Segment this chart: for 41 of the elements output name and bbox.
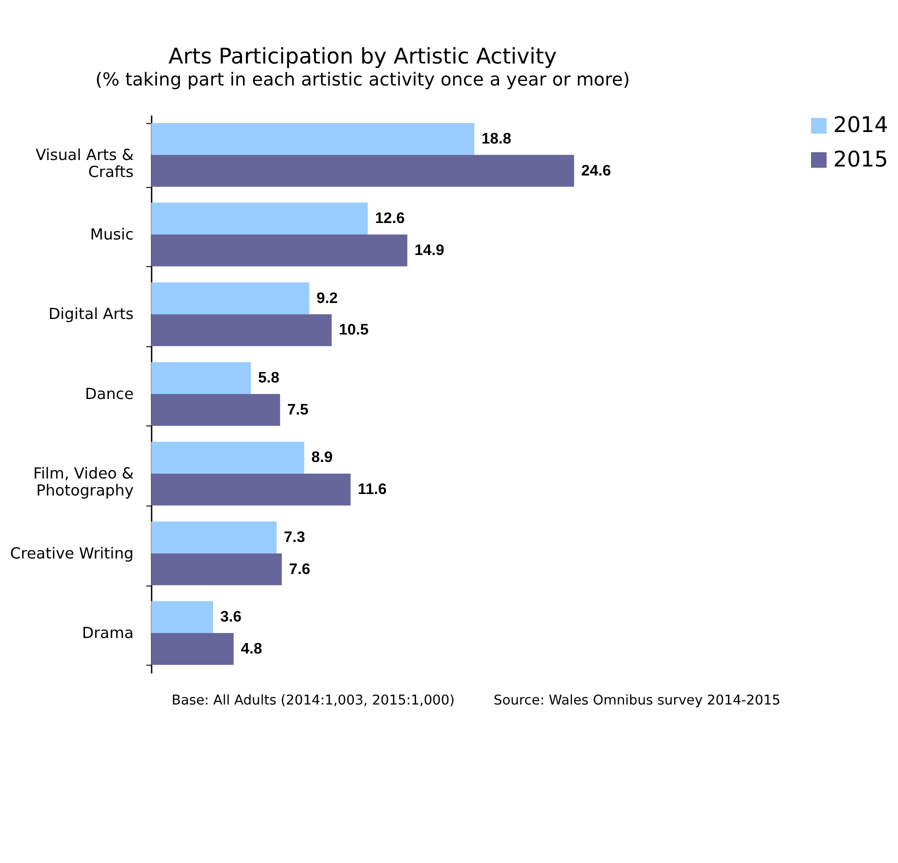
data-label: 7.3 (284, 528, 306, 546)
y-tick-label: Film, Video & Photography (33, 464, 134, 500)
bar (151, 394, 280, 426)
data-label: 7.5 (287, 401, 310, 418)
data-label: 7.6 (289, 560, 310, 578)
bar (151, 633, 234, 665)
data-label: 8.9 (311, 449, 333, 466)
bar (151, 282, 310, 314)
data-label: 18.8 (482, 130, 512, 148)
data-label: 24.6 (581, 162, 612, 180)
data-label: 3.6 (220, 608, 242, 626)
y-tick-label: Digital Arts (48, 305, 134, 324)
bar (151, 553, 282, 586)
source-note: Source: Wales Omnibus survey 2014-2015 (494, 692, 780, 708)
bar (151, 154, 574, 187)
y-tick-label: Dance (84, 384, 134, 403)
legend-label: 2015 (833, 147, 888, 172)
bar (151, 474, 351, 506)
bar (151, 521, 277, 554)
y-tick-label: Drama (82, 624, 134, 642)
legend-label: 2014 (833, 113, 888, 138)
text: Base: All Adults (2014:1,003, 2015:1,000) (172, 692, 455, 708)
bar (151, 122, 474, 155)
y-tick-label: Visual Arts & Crafts (36, 146, 134, 181)
bar (151, 362, 251, 394)
bar (151, 234, 408, 266)
data-label: 4.8 (240, 640, 263, 658)
data-label: 10.5 (338, 322, 370, 339)
data-label: 14.9 (414, 242, 444, 259)
data-label: 11.6 (358, 481, 387, 498)
data-label: 9.2 (316, 290, 338, 307)
chart-title: Arts Participation by Artistic Activity (168, 44, 557, 70)
bar (151, 314, 332, 346)
bar (151, 442, 304, 474)
y-tick-label: Creative Writing (10, 544, 134, 562)
data-label: 5.8 (258, 370, 280, 387)
chart-subtitle: (% taking part in each artistic activity once a year or more) (95, 69, 630, 90)
bar (151, 202, 368, 235)
data-label: 12.6 (374, 210, 405, 228)
bar (151, 601, 214, 634)
y-tick-label: Music (90, 226, 134, 244)
